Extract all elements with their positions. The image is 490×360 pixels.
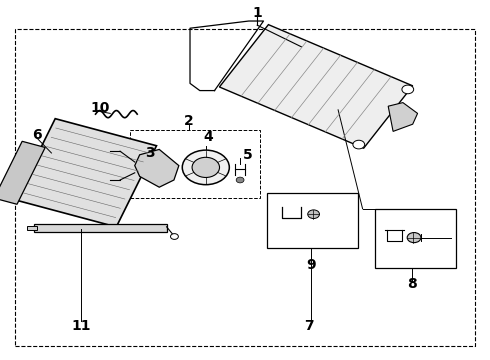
Text: 7: 7 <box>304 319 314 333</box>
Polygon shape <box>220 24 413 148</box>
Text: 6: 6 <box>32 128 42 142</box>
Bar <box>27 226 37 230</box>
Text: 1: 1 <box>252 6 262 19</box>
Circle shape <box>407 233 421 243</box>
Circle shape <box>182 150 229 185</box>
Text: 2: 2 <box>184 114 194 127</box>
Text: 3: 3 <box>145 146 154 160</box>
Polygon shape <box>388 103 417 131</box>
Circle shape <box>236 177 244 183</box>
Text: 10: 10 <box>91 101 110 115</box>
Bar <box>15 29 475 346</box>
Text: 8: 8 <box>407 278 416 291</box>
Circle shape <box>171 234 178 239</box>
Bar <box>267 193 358 248</box>
Text: 11: 11 <box>71 319 91 333</box>
Text: 5: 5 <box>243 148 252 162</box>
Circle shape <box>402 85 414 94</box>
Circle shape <box>192 157 220 177</box>
Text: 9: 9 <box>306 258 316 271</box>
Circle shape <box>353 140 365 149</box>
Polygon shape <box>15 119 156 227</box>
Bar <box>375 209 456 268</box>
Circle shape <box>308 210 319 219</box>
Polygon shape <box>0 141 45 204</box>
Polygon shape <box>135 149 179 187</box>
Text: 4: 4 <box>203 130 213 144</box>
Bar <box>130 130 260 198</box>
Bar <box>34 224 167 232</box>
